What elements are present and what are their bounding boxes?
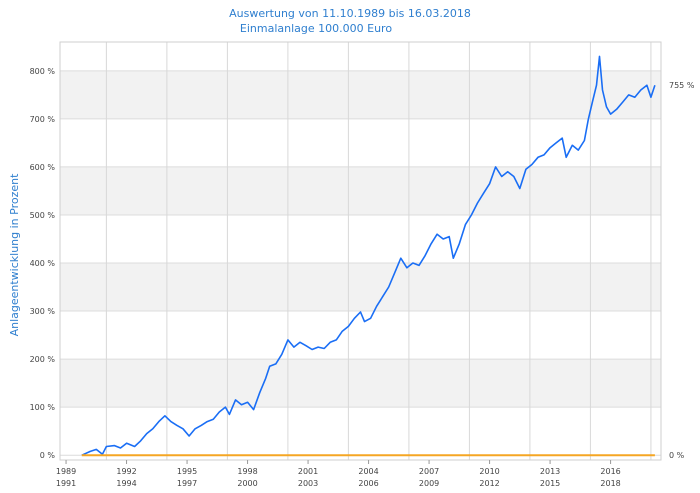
grid-band [60, 263, 661, 312]
y-tick-label: 400 % [30, 259, 56, 268]
x-tick-label: 2000 [237, 479, 257, 488]
x-tick-label: 2001 [298, 467, 318, 476]
gridlines [60, 42, 661, 460]
x-tick-label: 1989 [56, 467, 76, 476]
x-tick-label: 2006 [358, 479, 378, 488]
x-tick-label: 2007 [419, 467, 439, 476]
y-tick-labels: 0 % 100 % 200 % 300 % 400 % 500 % 600 % 700 % 80… [30, 67, 56, 460]
x-tick-label: 2003 [298, 479, 318, 488]
grid-band [60, 166, 661, 215]
y-tick-label: 600 % [30, 163, 56, 172]
y-tick-label: 100 % [30, 403, 56, 412]
plot-frame [59, 41, 662, 461]
x-tick-label: 2016 [600, 467, 620, 476]
series-lines [81, 55, 656, 457]
x-tick-label: 2013 [540, 467, 560, 476]
series-end-label: 755 % [669, 81, 695, 90]
chart-title: Auswertung von 11.10.1989 bis 16.03.2018 [229, 7, 471, 20]
x-tick-label: 2012 [479, 479, 499, 488]
series-end-label: 0 % [669, 451, 685, 460]
y-tick-label: 500 % [30, 211, 56, 220]
background-bands [60, 70, 661, 408]
x-tick-label: 1991 [56, 479, 76, 488]
x-tick-label: 1994 [116, 479, 136, 488]
x-tick-label: 2015 [540, 479, 560, 488]
y-axis-label: Anlageentwicklung in Prozent [8, 173, 21, 337]
chart-subtitle: Einmalanlage 100.000 Euro [240, 22, 392, 35]
x-tick-label: 2018 [600, 479, 620, 488]
x-tick-label: 1992 [116, 467, 136, 476]
y-tick-label: 0 % [40, 451, 56, 460]
y-tick-label: 700 % [30, 115, 56, 124]
x-tick-label: 2009 [419, 479, 439, 488]
grid-band [60, 359, 661, 408]
x-tick-label: 1998 [237, 467, 257, 476]
y-tick-label: 800 % [30, 67, 56, 76]
y-tick-label: 300 % [30, 307, 56, 316]
series-line [81, 55, 656, 456]
y-tick-label: 200 % [30, 355, 56, 364]
x-tick-label: 2010 [479, 467, 499, 476]
end-labels: 755 % 0 % [669, 81, 695, 460]
x-tick-label: 1995 [177, 467, 197, 476]
x-tick-label: 1997 [177, 479, 197, 488]
grid-band [60, 70, 661, 119]
x-tick-labels: 1989 1991 1992 1994 1995 1997 1998 2000 2001 2003… [56, 460, 621, 488]
x-tick-label: 2004 [358, 467, 378, 476]
